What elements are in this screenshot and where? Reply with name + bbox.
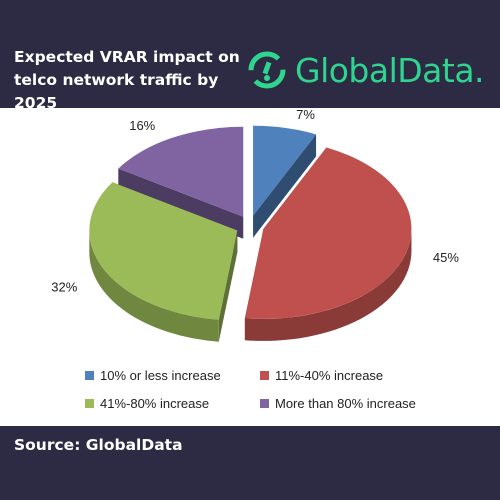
legend-swatch	[260, 399, 269, 408]
slice-data-label: 45%	[433, 250, 459, 265]
brand-logo: GlobalData.	[247, 46, 485, 94]
legend-item: 41%-80% increase	[85, 396, 209, 411]
legend-swatch	[85, 371, 94, 380]
pie-slice	[244, 147, 412, 319]
pie-slice	[253, 125, 317, 216]
slice-data-label: 32%	[51, 280, 77, 295]
pie-slice	[89, 182, 238, 320]
legend-item: More than 80% increase	[260, 396, 416, 411]
pie-slice	[118, 126, 244, 217]
header-bar: Expected VRAR impact on telco network tr…	[0, 0, 500, 112]
chart-panel: 7% 45% 32% 16% 10% or less increase 11%-40% …	[0, 108, 500, 426]
slice-data-label: 16%	[129, 118, 155, 133]
slice-data-label: 7%	[296, 108, 315, 122]
pie-slice-outer-wall	[89, 230, 219, 342]
source-text: Source: GlobalData	[14, 436, 183, 454]
legend-label: 41%-80% increase	[100, 396, 210, 411]
legend-label: 11%-40% increase	[275, 368, 384, 383]
legend-label: 10% or less increase	[100, 368, 221, 383]
pie-slice-side-wall	[253, 134, 317, 238]
pie-chart: 7% 45% 32% 16%	[51, 108, 459, 342]
globaldata-logo-icon	[248, 51, 286, 89]
legend-item: 11%-40% increase	[260, 368, 383, 383]
legend-label: More than 80% increase	[275, 396, 416, 411]
brand-name: GlobalData.	[295, 50, 485, 90]
legend-swatch	[260, 371, 269, 380]
legend-item: 10% or less increase	[85, 368, 221, 383]
pie-slice-side-wall	[218, 230, 238, 342]
legend-swatch	[85, 399, 94, 408]
footer-bar: Source: GlobalData	[0, 426, 500, 500]
pie-slice-outer-wall	[244, 228, 412, 341]
page-title: Expected VRAR impact on telco network tr…	[14, 48, 240, 112]
